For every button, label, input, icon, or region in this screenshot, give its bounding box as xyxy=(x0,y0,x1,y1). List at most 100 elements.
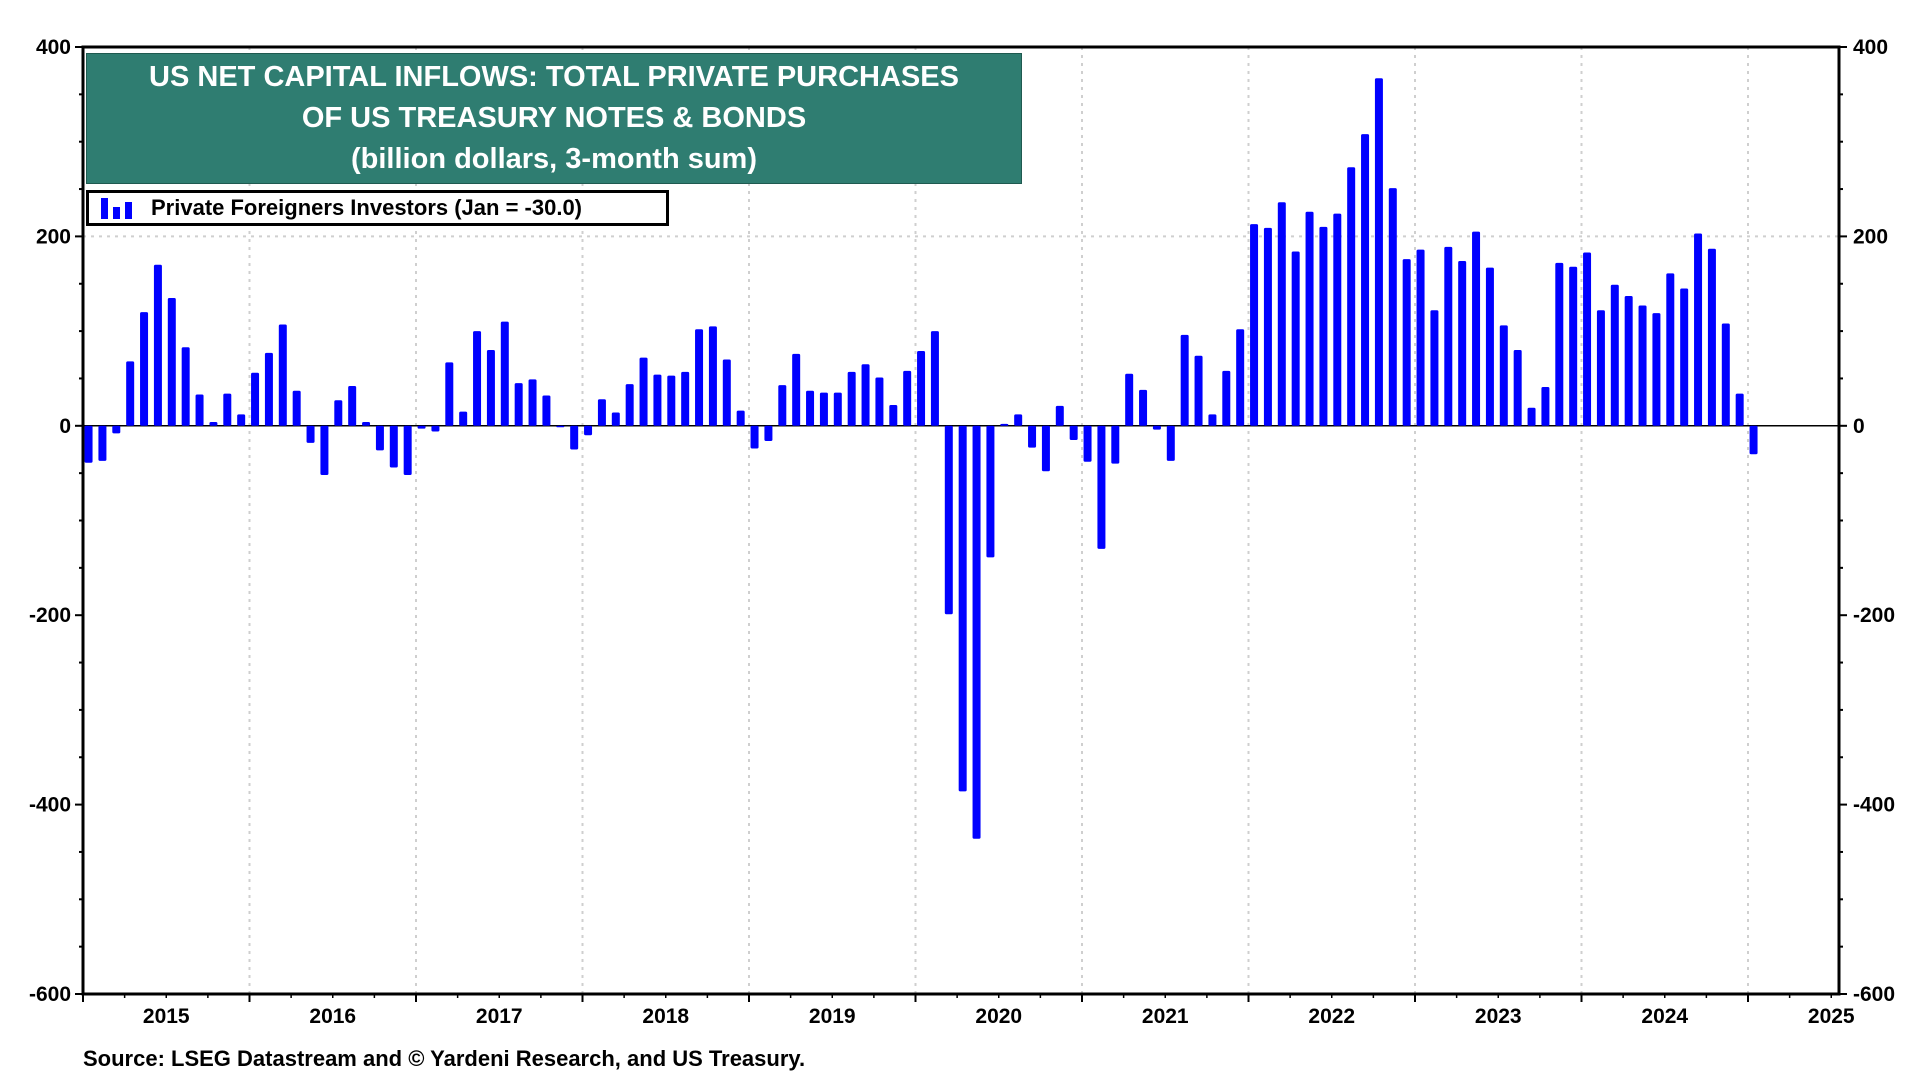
bar xyxy=(1000,423,1009,426)
bar xyxy=(944,425,953,615)
bar xyxy=(1222,370,1231,426)
bar xyxy=(1666,273,1675,426)
y-tick-label-left: -200 xyxy=(29,604,71,627)
bar xyxy=(445,362,454,426)
bar xyxy=(597,399,606,426)
bar xyxy=(1305,211,1314,426)
y-tick-label-left: 400 xyxy=(36,36,71,59)
bar xyxy=(334,400,343,426)
bar xyxy=(1152,425,1161,430)
bar xyxy=(1610,284,1619,426)
bar xyxy=(1735,393,1744,426)
bar xyxy=(639,357,648,426)
bar xyxy=(486,350,495,426)
y-tick-label-right: 0 xyxy=(1853,415,1865,438)
bar xyxy=(1458,261,1467,426)
bar xyxy=(792,353,801,426)
bar xyxy=(972,425,981,839)
bar xyxy=(153,264,162,426)
bar xyxy=(1374,78,1383,426)
bar xyxy=(1652,313,1661,426)
x-tick-label: 2025 xyxy=(1808,1005,1855,1028)
y-tick-label-left: 200 xyxy=(36,225,71,248)
bar xyxy=(1333,213,1342,426)
bar xyxy=(1749,425,1758,455)
bar xyxy=(986,425,995,558)
x-tick-label: 2017 xyxy=(476,1005,523,1028)
bar xyxy=(847,371,856,426)
y-tick-label-left: 0 xyxy=(59,415,71,438)
bar xyxy=(722,359,731,426)
x-tick-label: 2018 xyxy=(642,1005,689,1028)
bar xyxy=(1347,167,1356,426)
bar xyxy=(958,425,967,792)
bar xyxy=(1139,389,1148,426)
x-tick-label: 2016 xyxy=(309,1005,356,1028)
title-line-2: OF US TREASURY NOTES & BONDS xyxy=(301,102,807,134)
y-tick-label-left: -400 xyxy=(29,794,71,817)
bar xyxy=(417,425,426,429)
x-tick-label: 2015 xyxy=(143,1005,190,1028)
bar xyxy=(223,393,232,426)
bars xyxy=(84,78,1758,839)
bar xyxy=(1624,296,1633,426)
bar xyxy=(1694,233,1703,426)
bar xyxy=(195,394,204,426)
bar xyxy=(1180,334,1189,426)
bar xyxy=(306,425,315,443)
bar xyxy=(1319,226,1328,426)
bar xyxy=(806,390,815,426)
bar xyxy=(1041,425,1050,472)
bar xyxy=(1194,355,1203,426)
bar xyxy=(1236,329,1245,426)
bar xyxy=(1444,246,1453,426)
bar xyxy=(84,425,93,463)
bar xyxy=(1541,386,1550,426)
bar xyxy=(875,377,884,426)
bar xyxy=(708,326,717,426)
bar xyxy=(1069,425,1078,441)
bar xyxy=(98,425,107,461)
x-tick-label: 2021 xyxy=(1142,1005,1189,1028)
bar xyxy=(362,422,371,426)
bar xyxy=(1680,288,1689,426)
x-tick-label: 2020 xyxy=(975,1005,1022,1028)
bar xyxy=(542,395,551,426)
legend-label: Private Foreigners Investors (Jan = -30.… xyxy=(151,195,583,220)
bar xyxy=(625,384,634,426)
source-note: Source: LSEG Datastream and © Yardeni Re… xyxy=(83,1046,806,1071)
title-line-3: (billion dollars, 3-month sum) xyxy=(351,143,757,175)
bar xyxy=(1208,414,1217,426)
bar xyxy=(278,324,287,426)
bar xyxy=(653,374,662,426)
bar xyxy=(320,425,329,476)
y-tick-label-right: -600 xyxy=(1853,983,1895,1006)
bar xyxy=(1472,231,1481,426)
bar xyxy=(389,425,398,468)
bar xyxy=(181,347,190,426)
x-tick-label: 2024 xyxy=(1641,1005,1688,1028)
y-tick-label-right: 400 xyxy=(1853,36,1888,59)
bar xyxy=(264,352,273,426)
bar xyxy=(1596,310,1605,426)
bar xyxy=(1638,305,1647,426)
bar xyxy=(403,425,412,476)
bar xyxy=(1499,325,1508,426)
bar xyxy=(375,425,384,451)
bar xyxy=(292,390,301,426)
bar xyxy=(112,425,121,434)
bar xyxy=(917,350,926,426)
bar xyxy=(514,383,523,426)
bar xyxy=(1583,252,1592,426)
bar xyxy=(237,414,246,426)
bar xyxy=(167,297,176,426)
bar xyxy=(348,386,357,426)
bar xyxy=(473,331,482,426)
bar xyxy=(570,425,579,450)
bar xyxy=(1097,425,1106,549)
bar xyxy=(1111,425,1120,464)
bar xyxy=(695,329,704,426)
y-tick-label-left: -600 xyxy=(29,983,71,1006)
bar xyxy=(778,385,787,426)
